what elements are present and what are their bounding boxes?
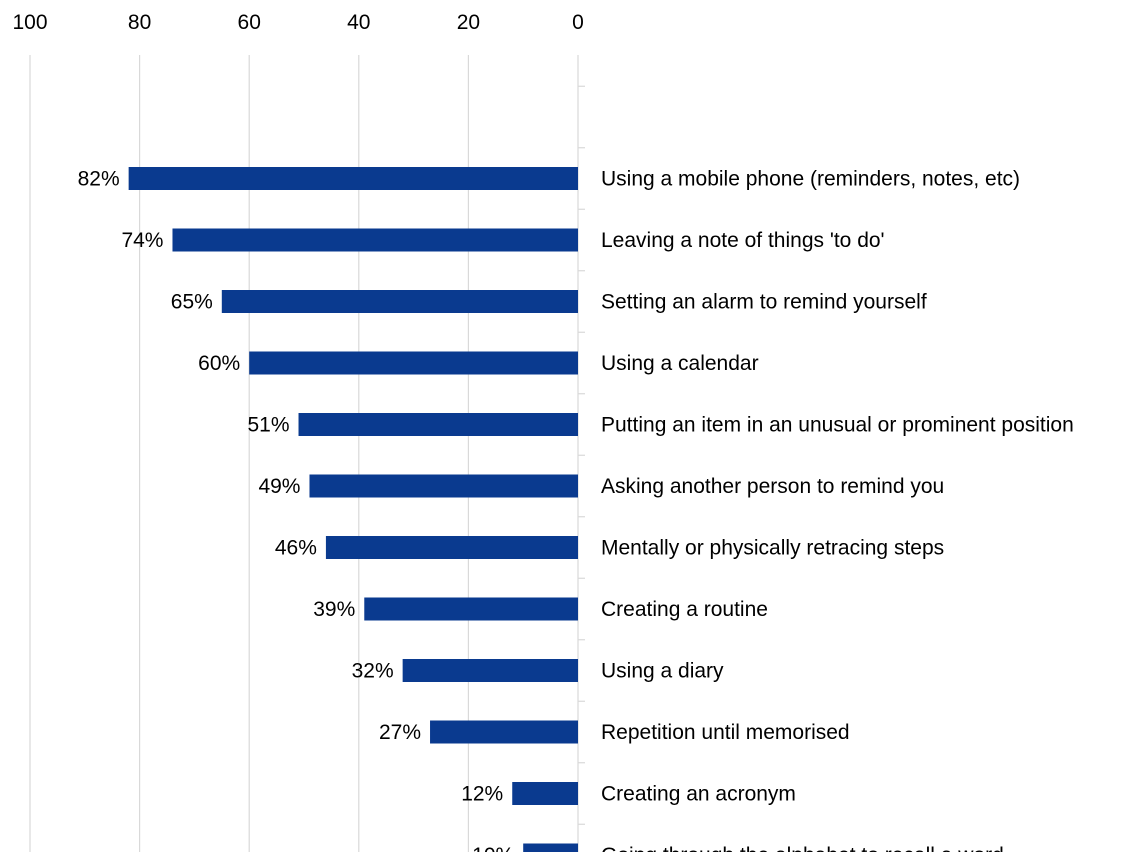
category-labels: Using a mobile phone (reminders, notes, … bbox=[601, 168, 1074, 852]
x-tick-label-40: 40 bbox=[347, 11, 370, 34]
category-label-2: Leaving a note of things 'to do' bbox=[601, 229, 885, 252]
bars bbox=[128, 167, 579, 852]
x-tick-label-20: 20 bbox=[457, 11, 480, 34]
data-labels: 82% 74% 65% 60% 51% 49% 46% 39% 32% 27% 12% 10% bbox=[78, 168, 515, 852]
category-label-10: Repetition until memorised bbox=[601, 721, 850, 744]
category-label-3: Setting an alarm to remind yourself bbox=[601, 291, 927, 314]
data-label-5: 51% bbox=[247, 414, 289, 437]
bar-11 bbox=[512, 782, 578, 805]
x-tick-label-60: 60 bbox=[238, 11, 261, 34]
x-tick-label-0: 0 bbox=[572, 11, 584, 34]
data-label-10: 27% bbox=[379, 721, 421, 744]
x-tick-label-80: 80 bbox=[128, 11, 151, 34]
category-label-6: Asking another person to remind you bbox=[601, 475, 944, 498]
bar-1 bbox=[128, 167, 578, 190]
category-label-5: Putting an item in an unusual or promine… bbox=[601, 414, 1074, 437]
category-label-7: Mentally or physically retracing steps bbox=[601, 537, 944, 560]
data-label-6: 49% bbox=[258, 475, 300, 498]
bar-10 bbox=[430, 720, 578, 744]
data-label-4: 60% bbox=[198, 352, 240, 375]
category-label-12: Going through the alphabet to recall a w… bbox=[601, 844, 1004, 852]
bar-8 bbox=[364, 597, 578, 621]
bar-6 bbox=[309, 474, 578, 498]
bar-2 bbox=[172, 228, 579, 252]
bar-9 bbox=[402, 659, 578, 682]
bar-3 bbox=[221, 290, 579, 313]
category-label-9: Using a diary bbox=[601, 660, 724, 683]
category-label-4: Using a calendar bbox=[601, 352, 759, 375]
bar-7 bbox=[325, 536, 578, 559]
data-label-9: 32% bbox=[352, 660, 394, 683]
bar-4 bbox=[249, 351, 578, 375]
data-label-11: 12% bbox=[461, 783, 503, 806]
data-label-2: 74% bbox=[121, 229, 163, 252]
bar-12 bbox=[523, 843, 578, 852]
category-label-11: Creating an acronym bbox=[601, 783, 796, 806]
x-tick-label-100: 100 bbox=[12, 11, 47, 34]
category-label-1: Using a mobile phone (reminders, notes, … bbox=[601, 168, 1020, 191]
data-label-12: 10% bbox=[472, 844, 514, 852]
bar-5 bbox=[298, 413, 578, 436]
category-label-8: Creating a routine bbox=[601, 598, 768, 621]
data-label-1: 82% bbox=[78, 168, 120, 191]
data-label-3: 65% bbox=[171, 291, 213, 314]
data-label-8: 39% bbox=[313, 598, 355, 621]
data-label-7: 46% bbox=[275, 537, 317, 560]
